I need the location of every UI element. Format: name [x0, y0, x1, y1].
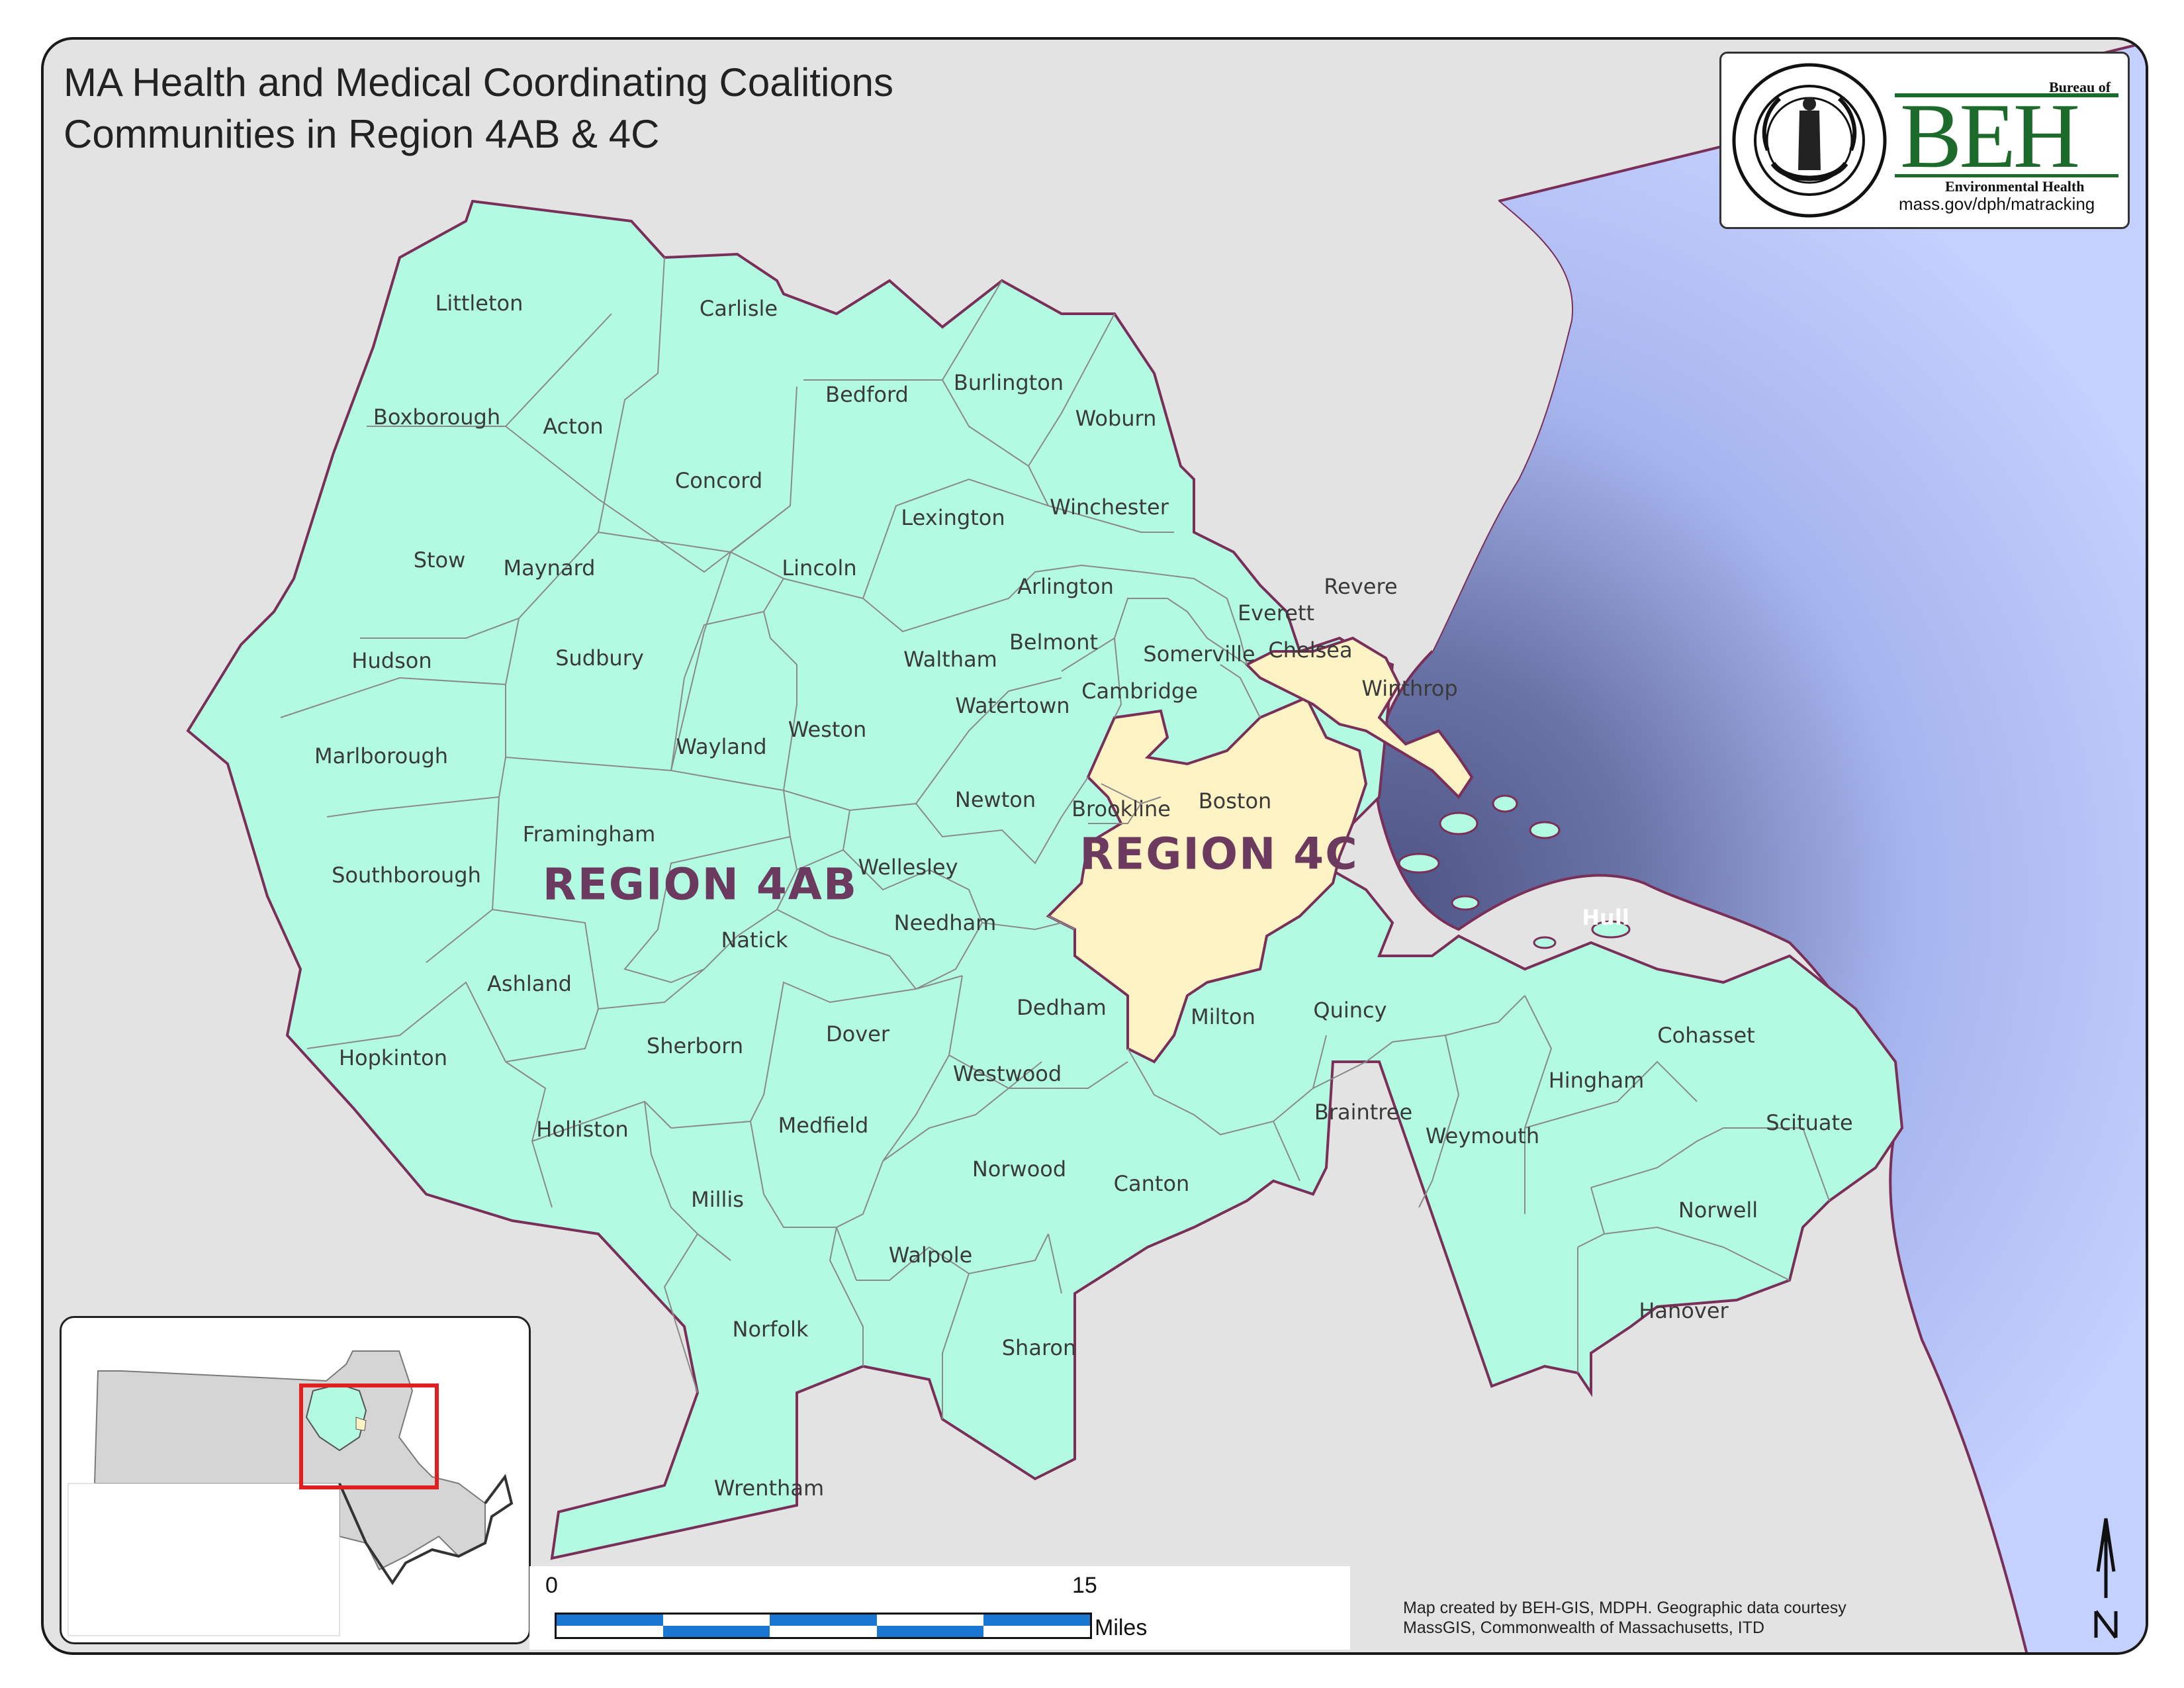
town-label: Somerville [1143, 641, 1255, 667]
town-label: Norwood [972, 1156, 1067, 1182]
town-label: Dedham [1017, 995, 1107, 1020]
dph-seal-icon [1732, 63, 1887, 218]
inset-locator-map [60, 1316, 531, 1644]
logo-box: Bureau of BEH Environmental Health mass.… [1719, 52, 2130, 229]
town-label: Canton [1113, 1171, 1190, 1196]
scale-start-label: 0 [545, 1573, 558, 1598]
town-label: Dover [826, 1021, 889, 1047]
town-label: Scituate [1766, 1110, 1853, 1135]
inset-map-canvas [68, 1350, 514, 1636]
town-label: Sharon [1001, 1335, 1077, 1360]
town-label: Natick [721, 927, 788, 953]
map-title: MA Health and Medical Coordinating Coali… [64, 57, 893, 160]
town-label: Hingham [1548, 1068, 1645, 1093]
town-label: Bedford [825, 382, 909, 407]
town-boundaries [280, 257, 1830, 1419]
map-canvas [186, 41, 2146, 1652]
beh-rule-bottom [1895, 174, 2118, 177]
beh-logo-text: BEH [1900, 85, 2080, 187]
map-credit: Map created by BEH-GIS, MDPH. Geographic… [1403, 1598, 1846, 1638]
town-label: Wayland [676, 734, 767, 759]
town-label: Burlington [953, 370, 1064, 395]
town-label: Belmont [1009, 630, 1099, 655]
north-shore-land [1128, 42, 1572, 651]
region-4c-north [1244, 636, 1474, 800]
town-label: Wrentham [713, 1476, 825, 1501]
town-label: Carlisle [699, 296, 778, 321]
town-label: Sudbury [555, 645, 644, 671]
town-label: Hopkinton [338, 1045, 448, 1070]
town-label: Watertown [955, 693, 1070, 718]
town-label: Winchester [1050, 494, 1169, 520]
town-label: Weymouth [1425, 1123, 1540, 1149]
town-label: Everett [1237, 600, 1315, 626]
town-label: Hull [1582, 905, 1629, 930]
town-label: Weston [788, 717, 867, 742]
env-health-label: Environmental Health [1945, 178, 2085, 195]
beh-rule-top [1895, 93, 2118, 97]
town-label: Acton [543, 414, 604, 439]
region-4ab-label: REGION 4AB [542, 859, 858, 910]
scale-end-label: 15 [1072, 1573, 1097, 1598]
credit-line2: MassGIS, Commonwealth of Massachusetts, … [1403, 1618, 1765, 1637]
town-label: Concord [674, 468, 763, 493]
town-label: Southborough [332, 863, 481, 888]
town-label: Norwell [1678, 1197, 1758, 1223]
town-label: Boxborough [373, 404, 501, 430]
town-label: Milton [1191, 1004, 1255, 1029]
town-label-4c: Chelsea [1268, 637, 1353, 663]
town-label: Cohasset [1657, 1023, 1755, 1048]
map-frame [41, 37, 2148, 1655]
town-label: Cambridge [1081, 679, 1198, 704]
town-label: Needham [893, 910, 997, 935]
scale-segments [555, 1613, 1092, 1639]
bureau-of-label: Bureau of [2049, 79, 2111, 95]
town-label-4c: Winthrop [1361, 676, 1458, 701]
town-label: Walpole [888, 1243, 973, 1268]
region-4c-label: REGION 4C [1079, 828, 1359, 880]
town-label: Hanover [1639, 1298, 1729, 1323]
town-label: Brookline [1071, 796, 1171, 821]
town-label: Stow [413, 547, 466, 573]
town-label: Wellesley [858, 855, 958, 880]
town-label: Millis [691, 1187, 744, 1212]
town-label-4c: Revere [1324, 574, 1398, 599]
town-label: Newton [954, 787, 1036, 812]
title-line2: Communities in Region 4AB & 4C [64, 112, 660, 156]
town-label: Braintree [1314, 1100, 1413, 1125]
town-label: Framingham [522, 821, 656, 847]
region-4c-boston [1046, 696, 1368, 1064]
town-label: Lexington [901, 505, 1005, 530]
harbor-islands [1398, 794, 1631, 949]
town-label: Woburn [1075, 406, 1157, 431]
town-label: Quincy [1313, 998, 1387, 1023]
north-arrow [2094, 1518, 2118, 1639]
inset-highlight-rect [299, 1383, 439, 1489]
town-label-4c: Boston [1198, 788, 1272, 814]
title-line1: MA Health and Medical Coordinating Coali… [64, 60, 894, 105]
town-label: Littleton [435, 291, 523, 316]
scale-unit-label: Miles [1095, 1615, 1148, 1640]
town-label: Medfield [778, 1113, 869, 1138]
town-label: Marlborough [314, 743, 449, 769]
town-label: Norfolk [732, 1317, 809, 1342]
town-label: Hudson [351, 648, 432, 673]
town-label: Arlington [1017, 574, 1114, 599]
credit-line1: Map created by BEH-GIS, MDPH. Geographic… [1403, 1599, 1846, 1617]
town-label: Sherborn [646, 1033, 744, 1058]
town-label: Lincoln [782, 555, 857, 581]
town-label: Maynard [503, 555, 596, 581]
beh-url: mass.gov/dph/matracking [1899, 194, 2095, 214]
town-label: Ashland [487, 971, 572, 996]
town-label: Holliston [536, 1117, 629, 1142]
town-label: Westwood [952, 1061, 1062, 1086]
town-label: Waltham [903, 647, 997, 672]
region-4ab-area [186, 199, 1904, 1560]
